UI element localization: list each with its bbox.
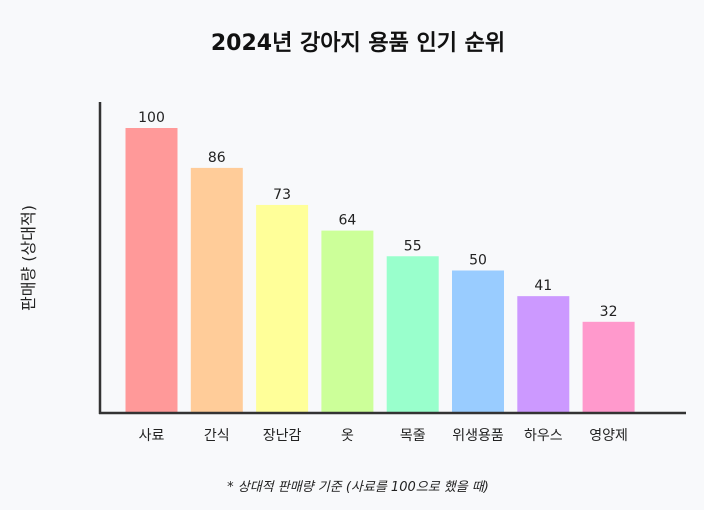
bar-8: [582, 321, 635, 413]
bar-6: [452, 270, 504, 413]
bar-3: [256, 204, 309, 413]
value-label-1: 100: [138, 110, 165, 126]
x-tick-label-8: 영양제: [589, 428, 628, 444]
x-tick-label-7: 하우스: [524, 428, 563, 444]
x-tick-label-6: 위생용품: [452, 428, 504, 444]
value-label-4: 64: [338, 213, 356, 229]
bar-group: 100 사료 86 간식 73 장난감 64 옷 55 목줄 50 위생용품 41 하우스 32 영양제: [125, 110, 635, 444]
x-tick-label-4: 옷: [341, 428, 354, 444]
value-label-5: 55: [404, 238, 422, 254]
x-tick-label-3: 장난감: [263, 428, 302, 444]
value-label-8: 32: [600, 304, 618, 320]
value-label-2: 86: [208, 150, 226, 166]
bar-7: [517, 296, 570, 413]
x-tick-label-1: 사료: [139, 428, 165, 444]
bar-5: [386, 256, 439, 413]
x-tick-label-2: 간식: [204, 428, 230, 444]
value-label-7: 41: [534, 278, 552, 294]
y-axis-label: 판매량 (상대적): [19, 205, 38, 311]
chart-title: 2024년 강아지 용품 인기 순위: [211, 31, 505, 56]
bar-4: [321, 230, 374, 413]
bar-2: [190, 167, 243, 413]
bar-1: [125, 128, 178, 413]
value-label-3: 73: [273, 187, 291, 203]
value-label-6: 50: [469, 253, 487, 269]
x-tick-label-5: 목줄: [400, 428, 426, 444]
footnote: * 상대적 판매량 기준 (사료를 100으로 했을 때): [227, 480, 489, 495]
